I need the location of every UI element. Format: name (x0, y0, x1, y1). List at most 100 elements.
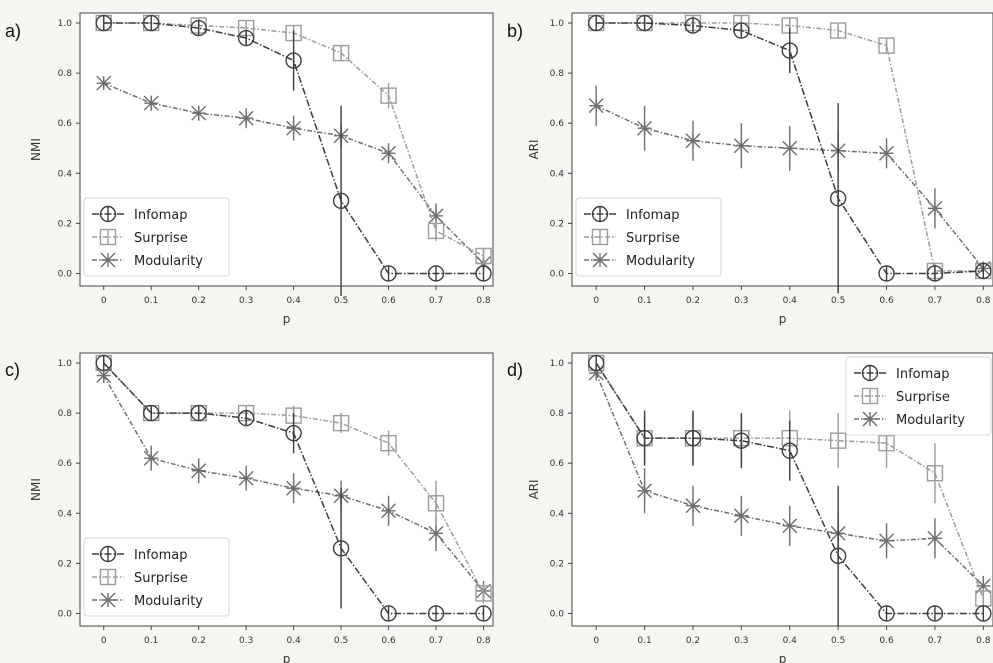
data-point (637, 483, 653, 499)
x-tick-label: 0.5 (334, 296, 348, 306)
data-point (927, 530, 943, 546)
panel-label: d) (507, 360, 523, 380)
data-point (427, 495, 445, 512)
legend-label: Surprise (896, 390, 950, 405)
y-tick-label: 0.4 (550, 169, 565, 179)
x-tick-label: 0 (593, 296, 599, 306)
panel-c: c) 0 0.1 0.2 0.3 0.4 0.5 0.6 0.7 0.8 0.0 0.2 0.4 0.6 0… (5, 352, 494, 663)
series-infomap (587, 14, 992, 294)
x-tick-label: 0.2 (686, 296, 700, 306)
x-axis-label: p (283, 312, 291, 326)
legend-marker (861, 364, 879, 382)
x-tick-label: 0.4 (783, 296, 798, 306)
y-tick-label: 0.4 (550, 509, 565, 519)
y-axis-label: ARI (527, 139, 541, 159)
data-point (878, 265, 895, 282)
legend-label: Infomap (626, 208, 680, 223)
data-point (587, 354, 605, 372)
data-point (829, 432, 847, 449)
data-point (380, 265, 397, 282)
x-tick-label: 0.2 (192, 296, 206, 306)
x-tick-label: 0.3 (734, 296, 748, 306)
data-point (927, 200, 943, 216)
data-point (332, 414, 350, 432)
legend-marker (591, 228, 609, 246)
data-point (475, 585, 492, 602)
panel-b: b) 0 0.1 0.2 0.3 0.4 0.5 0.6 0.7 0.8 0.0 0.2 0.4 0.6 0… (507, 12, 993, 326)
data-point (143, 450, 159, 466)
data-point (733, 432, 750, 449)
panel-label: b) (507, 21, 523, 41)
data-point (684, 429, 702, 447)
series-modularity (588, 365, 991, 596)
legend-label: Surprise (134, 231, 188, 246)
data-point (96, 75, 112, 91)
data-point (143, 95, 159, 111)
data-point (381, 145, 397, 161)
legend-label: Surprise (134, 571, 188, 586)
data-point (143, 14, 160, 32)
data-point (781, 42, 798, 59)
x-tick-label: 0.4 (286, 636, 301, 646)
data-point (733, 22, 750, 39)
y-tick-label: 1.0 (550, 359, 565, 369)
data-point (475, 605, 492, 622)
legend-marker (99, 545, 117, 563)
x-tick-label: 0.6 (381, 296, 396, 306)
x-tick-label: 0.3 (734, 636, 748, 646)
x-tick-label: 0.4 (286, 296, 301, 306)
x-tick-label: 0.8 (476, 636, 491, 646)
data-point (587, 14, 605, 32)
series-infomap (95, 354, 492, 622)
x-tick-label: 0.6 (879, 636, 894, 646)
data-point (286, 480, 302, 496)
legend-label: Modularity (134, 254, 203, 269)
legend-label: Modularity (626, 254, 695, 269)
data-point (878, 605, 895, 622)
data-point (829, 547, 847, 565)
data-point (427, 605, 445, 622)
x-tick-label: 0.7 (928, 296, 942, 306)
y-tick-label: 0.6 (550, 119, 565, 129)
legend-label: Modularity (134, 594, 203, 609)
panel-label: a) (5, 21, 21, 41)
data-point (926, 605, 944, 622)
y-tick-label: 1.0 (58, 19, 73, 29)
x-tick-label: 0.1 (144, 636, 158, 646)
data-point (428, 525, 444, 541)
legend-label: Infomap (134, 208, 188, 223)
y-axis-label: NMI (29, 478, 43, 501)
y-tick-label: 0.0 (58, 269, 73, 279)
legend: Infomap Surprise Modularity (575, 197, 722, 277)
y-tick-label: 0.0 (550, 269, 565, 279)
x-axis-label: p (283, 652, 291, 663)
data-point (95, 14, 112, 32)
data-point (975, 262, 992, 280)
x-tick-label: 0 (101, 636, 107, 646)
data-point (926, 465, 944, 482)
x-tick-label: 0.8 (476, 296, 491, 306)
x-tick-label: 0.2 (686, 636, 700, 646)
y-tick-label: 0.6 (58, 119, 73, 129)
data-point (975, 605, 992, 622)
data-point (237, 409, 255, 427)
x-tick-label: 0 (593, 636, 599, 646)
legend-label: Surprise (626, 231, 680, 246)
panel-label: c) (5, 360, 20, 380)
data-point (637, 120, 653, 136)
legend: Infomap Surprise Modularity (83, 537, 230, 617)
data-point (684, 17, 702, 34)
x-tick-label: 0.5 (334, 636, 348, 646)
data-point (332, 192, 350, 210)
data-point (926, 265, 944, 282)
legend-label: Infomap (134, 548, 188, 563)
x-tick-label: 0.7 (429, 636, 443, 646)
x-tick-label: 0.3 (239, 296, 253, 306)
x-tick-label: 0.4 (783, 636, 798, 646)
data-point (685, 498, 701, 514)
y-axis-label: NMI (29, 138, 43, 161)
y-tick-label: 1.0 (58, 359, 73, 369)
data-point (782, 140, 798, 156)
y-tick-label: 0.8 (58, 409, 73, 419)
data-point (95, 354, 112, 372)
